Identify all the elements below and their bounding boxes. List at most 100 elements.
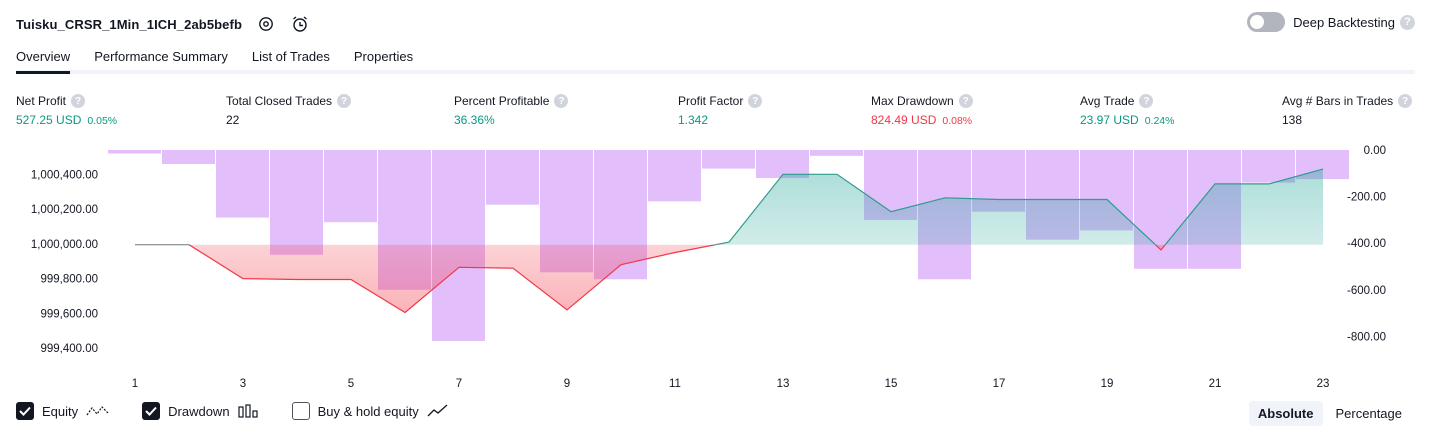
settings-icon[interactable] bbox=[256, 14, 276, 34]
equity-loss-area bbox=[135, 244, 1323, 313]
right-axis-tick-label: 0.00 bbox=[1364, 145, 1386, 157]
x-axis-tick-label: 11 bbox=[669, 378, 681, 390]
left-axis-tick-label: 999,800.00 bbox=[40, 274, 98, 286]
tab-properties[interactable]: Properties bbox=[353, 49, 414, 64]
equity-lines bbox=[135, 168, 1324, 314]
metric-max-drawdown: Max Drawdown? 824.49 USD 0.08% bbox=[871, 93, 973, 127]
metric-label: Net Profit bbox=[16, 94, 67, 108]
deep-backtesting-toggle[interactable] bbox=[1247, 12, 1286, 32]
drawdown-bar bbox=[108, 150, 161, 154]
metric-value: 36.36% bbox=[454, 113, 495, 127]
equity-line bbox=[135, 168, 1324, 245]
equity-drawdown-chart[interactable]: 1,000,400.00 1,000,200.00 1,000,000.00 999,… bbox=[0, 140, 1431, 396]
equity-label: Equity bbox=[42, 403, 79, 419]
strategy-title: Tuisku_CRSR_1Min_1ICH_2ab5befb bbox=[16, 16, 242, 32]
equity-line bbox=[135, 244, 1167, 314]
help-icon[interactable]: ? bbox=[958, 94, 973, 108]
metric-label: Max Drawdown bbox=[871, 94, 954, 108]
metric-value: 527.25 USD bbox=[16, 113, 82, 127]
drawdown-label: Drawdown bbox=[168, 403, 230, 419]
right-axis-tick-label: -200.00 bbox=[1347, 192, 1386, 204]
checkbox-unchecked[interactable] bbox=[291, 402, 310, 420]
help-icon[interactable]: ? bbox=[1139, 94, 1154, 108]
metric-value: 1.342 bbox=[678, 113, 709, 127]
left-axis-tick-label: 1,000,400.00 bbox=[31, 169, 98, 181]
scale-mode-toggle: Absolute Percentage bbox=[1245, 401, 1411, 426]
right-axis: 0.00 -200.00 -400.00 -600.00 -800.00 bbox=[1347, 145, 1386, 343]
metric-percent-profitable: Percent Profitable? 36.36% bbox=[454, 93, 569, 127]
x-axis-tick-label: 9 bbox=[564, 378, 570, 390]
metric-value: 22 bbox=[226, 113, 240, 127]
right-axis-tick-label: -400.00 bbox=[1347, 238, 1386, 250]
deep-backtesting-label: Deep Backtesting bbox=[1293, 14, 1395, 30]
left-axis-tick-label: 999,400.00 bbox=[40, 343, 98, 355]
x-axis-tick-label: 5 bbox=[348, 378, 354, 390]
buy-hold-line-icon bbox=[427, 404, 449, 418]
metric-avg-trade: Avg Trade? 23.97 USD 0.24% bbox=[1080, 93, 1174, 127]
checkbox-checked[interactable] bbox=[142, 402, 161, 420]
help-icon[interactable]: ? bbox=[1398, 94, 1413, 108]
metric-profit-factor: Profit Factor? 1.342 bbox=[678, 93, 763, 127]
metric-value: 824.49 USD bbox=[871, 113, 937, 127]
percentage-button[interactable]: Percentage bbox=[1335, 406, 1403, 421]
right-axis-tick-label: -600.00 bbox=[1347, 285, 1386, 297]
metric-label: Avg # Bars in Trades bbox=[1282, 94, 1394, 108]
tab-bar: Overview Performance Summary List of Tra… bbox=[16, 42, 1415, 74]
x-axis-tick-label: 15 bbox=[885, 378, 898, 390]
left-axis-tick-label: 1,000,000.00 bbox=[31, 239, 98, 251]
strategy-header: Tuisku_CRSR_1Min_1ICH_2ab5befb bbox=[16, 10, 310, 38]
drawdown-bar bbox=[270, 150, 323, 255]
help-icon[interactable]: ? bbox=[71, 94, 86, 108]
absolute-button[interactable]: Absolute bbox=[1248, 401, 1323, 426]
metric-percent: 0.08% bbox=[942, 115, 973, 127]
x-axis-tick-label: 23 bbox=[1317, 378, 1330, 390]
help-icon[interactable]: ? bbox=[748, 94, 763, 108]
left-axis: 1,000,400.00 1,000,200.00 1,000,000.00 999,… bbox=[31, 169, 98, 355]
drawdown-checkbox[interactable]: Drawdown bbox=[142, 402, 259, 420]
metric-percent: 0.24% bbox=[1144, 115, 1175, 127]
equity-line-icon bbox=[86, 404, 110, 418]
drawdown-bar bbox=[756, 150, 809, 178]
x-axis: 1 3 5 7 9 11 13 15 17 19 21 23 bbox=[132, 378, 1330, 390]
drawdown-bar bbox=[702, 150, 755, 169]
checkbox-checked[interactable] bbox=[16, 402, 34, 420]
help-icon[interactable]: ? bbox=[554, 94, 569, 108]
help-icon[interactable]: ? bbox=[1400, 14, 1415, 30]
drawdown-bar bbox=[324, 150, 377, 223]
equity-checkbox[interactable]: Equity bbox=[16, 402, 110, 420]
x-axis-tick-label: 17 bbox=[993, 378, 1006, 390]
equity-areas bbox=[135, 169, 1323, 313]
metric-value: 23.97 USD bbox=[1080, 113, 1139, 127]
equity-profit-area bbox=[715, 169, 1323, 245]
metric-label: Avg Trade bbox=[1080, 94, 1135, 108]
drawdown-bars-icon bbox=[237, 404, 260, 418]
metric-value: 138 bbox=[1282, 113, 1303, 127]
right-axis-tick-label: -800.00 bbox=[1347, 331, 1386, 343]
tab-performance-summary[interactable]: Performance Summary bbox=[94, 49, 228, 64]
deep-backtesting: Deep Backtesting ? bbox=[1247, 12, 1415, 32]
metric-label: Total Closed Trades bbox=[226, 94, 333, 108]
metric-avg-bars: Avg # Bars in Trades? 138 bbox=[1282, 93, 1413, 127]
metric-label: Percent Profitable bbox=[454, 94, 550, 108]
drawdown-bar bbox=[648, 150, 701, 202]
metric-total-closed-trades: Total Closed Trades? 22 bbox=[226, 93, 352, 127]
x-axis-tick-label: 3 bbox=[240, 378, 246, 390]
alarm-add-icon[interactable] bbox=[290, 14, 310, 34]
equity-line-profit bbox=[135, 168, 1324, 245]
x-axis-tick-label: 19 bbox=[1101, 378, 1114, 390]
chart-legend: Equity Drawdown Buy & hold equity bbox=[16, 402, 481, 420]
left-axis-tick-label: 999,600.00 bbox=[40, 308, 98, 320]
left-axis-tick-label: 1,000,200.00 bbox=[31, 204, 98, 216]
drawdown-bar bbox=[162, 150, 215, 164]
drawdown-bar bbox=[486, 150, 539, 205]
tab-list-of-trades[interactable]: List of Trades bbox=[251, 49, 330, 64]
buy-hold-checkbox[interactable]: Buy & hold equity bbox=[291, 402, 449, 420]
x-axis-tick-label: 21 bbox=[1209, 378, 1222, 390]
metric-label: Profit Factor bbox=[678, 94, 744, 108]
drawdown-bar bbox=[810, 150, 863, 156]
help-icon[interactable]: ? bbox=[337, 94, 352, 108]
tab-overview[interactable]: Overview bbox=[16, 42, 71, 74]
metric-net-profit: Net Profit? 527.25 USD 0.05% bbox=[16, 93, 117, 127]
metric-percent: 0.05% bbox=[87, 115, 118, 127]
drawdown-bar bbox=[216, 150, 269, 218]
